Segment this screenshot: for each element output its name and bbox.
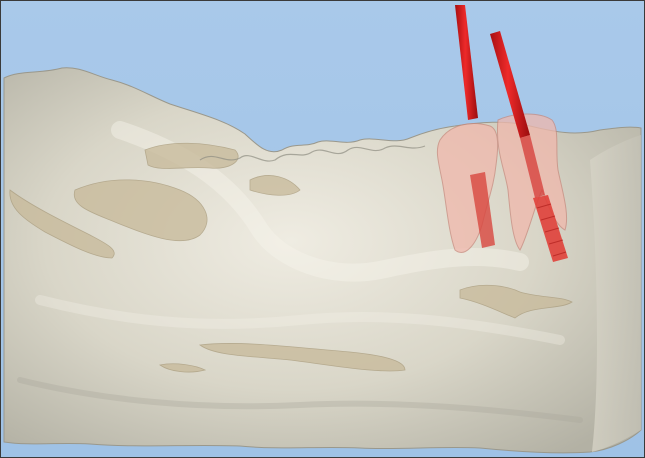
- thread: [540, 215, 556, 221]
- thread: [544, 227, 560, 233]
- canal-patches: [9, 142, 573, 373]
- patch: [159, 363, 207, 373]
- patch: [9, 189, 115, 259]
- ridge-crest: [199, 145, 426, 162]
- highlight: [35, 295, 565, 345]
- implant-pin: [455, 5, 478, 120]
- bone-side-face: [590, 135, 641, 452]
- implant-threads: [536, 203, 567, 257]
- patch: [249, 175, 301, 196]
- thread: [548, 239, 564, 245]
- implant-body: [533, 195, 568, 262]
- patch: [144, 142, 239, 169]
- implant-pin: [490, 31, 530, 138]
- implant-pin: [520, 135, 545, 198]
- thread: [552, 251, 567, 257]
- implant-body: [470, 172, 495, 248]
- patch: [459, 284, 573, 319]
- patch: [198, 343, 406, 372]
- patch: [73, 179, 208, 242]
- shadow-fold: [17, 377, 583, 423]
- thread: [536, 203, 552, 209]
